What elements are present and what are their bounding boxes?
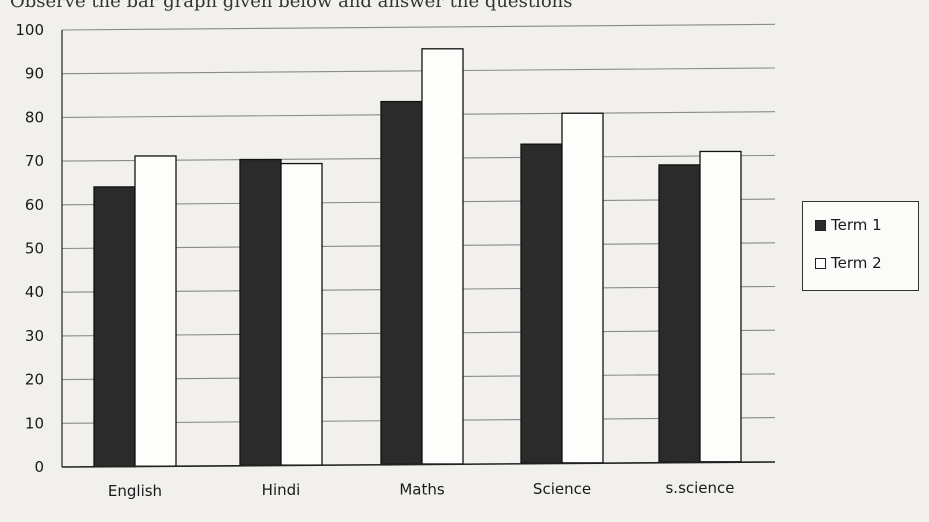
legend-swatch: [815, 257, 826, 269]
bar-english-term-1: [93, 186, 136, 468]
y-tick-label: 60: [25, 196, 44, 214]
y-tick-label: 0: [34, 458, 44, 476]
legend-item-term-2: Term 2: [815, 254, 882, 272]
bar-hindi-term-2: [280, 162, 323, 466]
y-tick-label: 20: [25, 371, 44, 389]
gridline: [61, 23, 776, 31]
bar-s-science-term-1: [658, 164, 701, 463]
y-tick-label: 100: [15, 21, 44, 39]
y-tick-label: 70: [25, 152, 44, 170]
y-tick-label: 30: [25, 327, 44, 345]
bar-science-term-2: [561, 112, 604, 464]
gridline: [61, 67, 776, 75]
bars: [93, 48, 742, 468]
y-axis-ticks: 0 10 20 30 40 50 60 70 80 90 100: [15, 21, 44, 476]
bar-maths-term-1: [380, 100, 423, 465]
y-tick-label: 80: [25, 108, 44, 126]
legend-label: Term 2: [831, 254, 882, 272]
bar-s-science-term-2: [699, 150, 742, 463]
x-category-label: Hindi: [262, 481, 301, 499]
bar-english-term-2: [134, 155, 177, 467]
x-category-label: s.science: [665, 479, 734, 497]
bar-maths-term-2: [421, 48, 464, 465]
x-category-label: English: [108, 482, 162, 500]
y-tick-label: 40: [25, 283, 44, 301]
question-header-fragment: Observe the bar graph given below and an…: [10, 0, 573, 11]
x-category-label: Maths: [399, 480, 445, 498]
legend: Term 1 Term 2: [802, 201, 919, 291]
x-category-label: Science: [533, 480, 591, 498]
x-axis-labels: English Hindi Maths Science s.science: [108, 479, 735, 500]
legend-swatch: [815, 219, 826, 231]
legend-label: Term 1: [831, 216, 882, 234]
bar-science-term-1: [520, 143, 563, 464]
y-tick-label: 90: [25, 65, 44, 83]
y-tick-label: 10: [25, 414, 44, 432]
x-axis: [61, 461, 776, 468]
bar-hindi-term-1: [239, 158, 282, 467]
y-tick-label: 50: [25, 240, 44, 258]
legend-item-term-1: Term 1: [815, 216, 882, 234]
